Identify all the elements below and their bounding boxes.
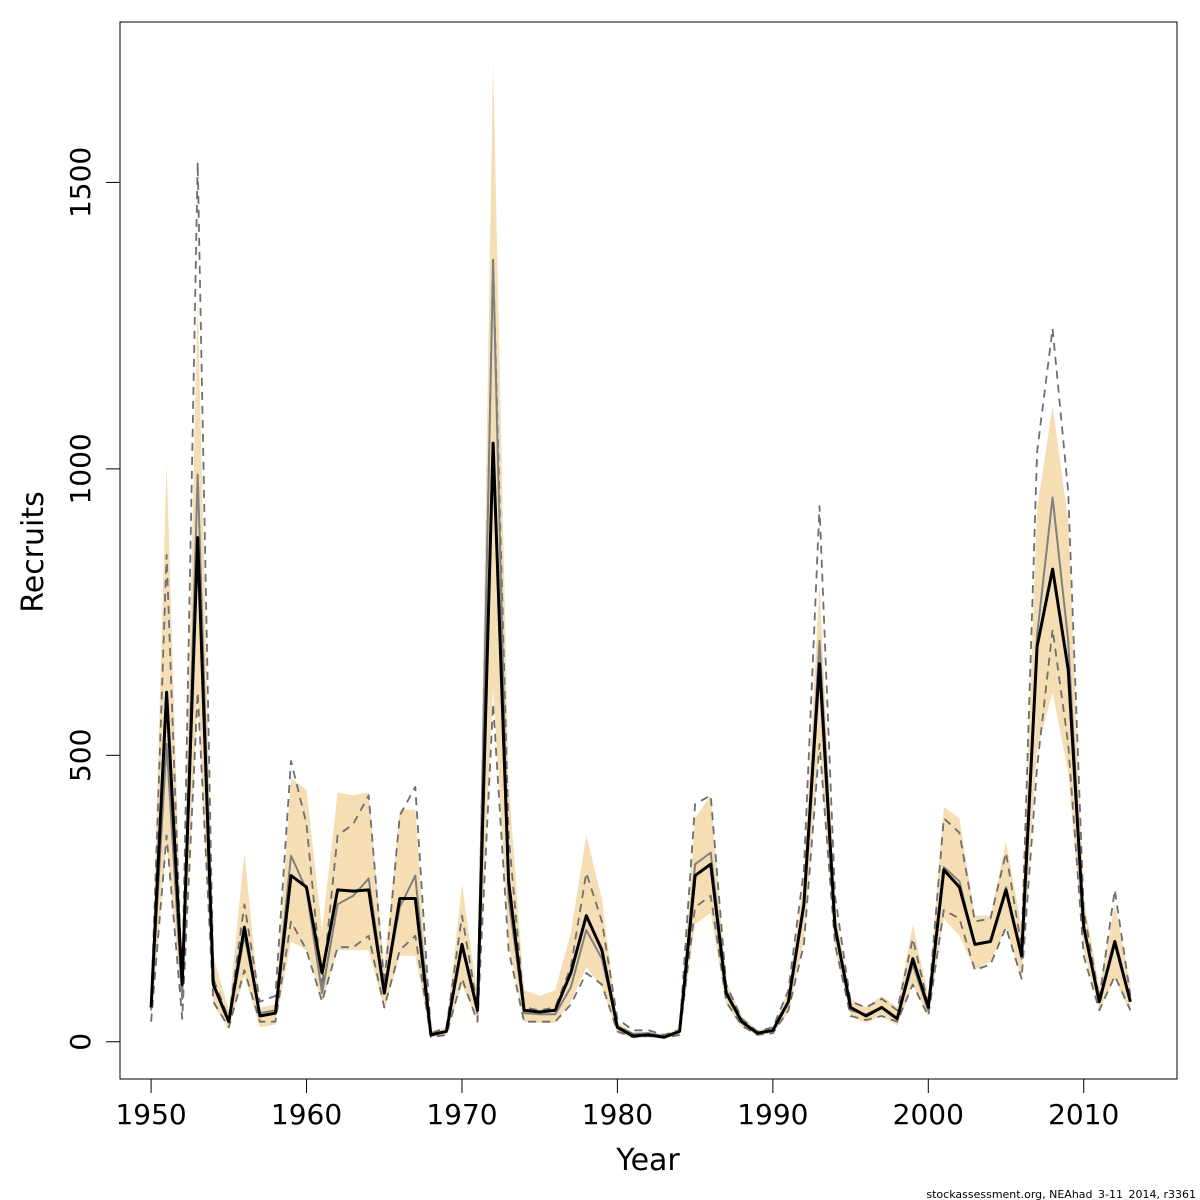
series-lines-layer bbox=[149, 161, 1132, 1039]
x-tick-label: 1950 bbox=[115, 1098, 186, 1131]
x-tick-label: 2000 bbox=[893, 1098, 964, 1131]
x-axis-title: Year bbox=[615, 1143, 680, 1178]
y-tick-label: 1500 bbox=[64, 147, 97, 218]
estimate-line bbox=[149, 441, 1132, 1039]
x-tick-label: 1980 bbox=[582, 1098, 653, 1131]
x-tick-label: 1990 bbox=[737, 1098, 808, 1131]
x-axis: 1950 1960 1970 1980 1990 2000 2010 bbox=[115, 1078, 1119, 1131]
y-tick-label: 1000 bbox=[64, 433, 97, 504]
estimate-confidence-band bbox=[151, 62, 1131, 1039]
y-tick-label: 500 bbox=[64, 729, 97, 782]
footer-note: stockassessment.org, NEAhad_3-11_2014, r… bbox=[926, 1188, 1196, 1200]
y-tick-label: 0 bbox=[64, 1033, 97, 1051]
y-axis: 0 500 1000 1500 bbox=[64, 147, 121, 1051]
confidence-band-layer bbox=[151, 62, 1131, 1039]
comparison-upper-line bbox=[150, 161, 1132, 1036]
y-axis-title: Recruits bbox=[16, 491, 51, 613]
x-tick-label: 1960 bbox=[271, 1098, 342, 1131]
x-tick-label: 1970 bbox=[426, 1098, 497, 1131]
x-tick-label: 2010 bbox=[1048, 1098, 1119, 1131]
